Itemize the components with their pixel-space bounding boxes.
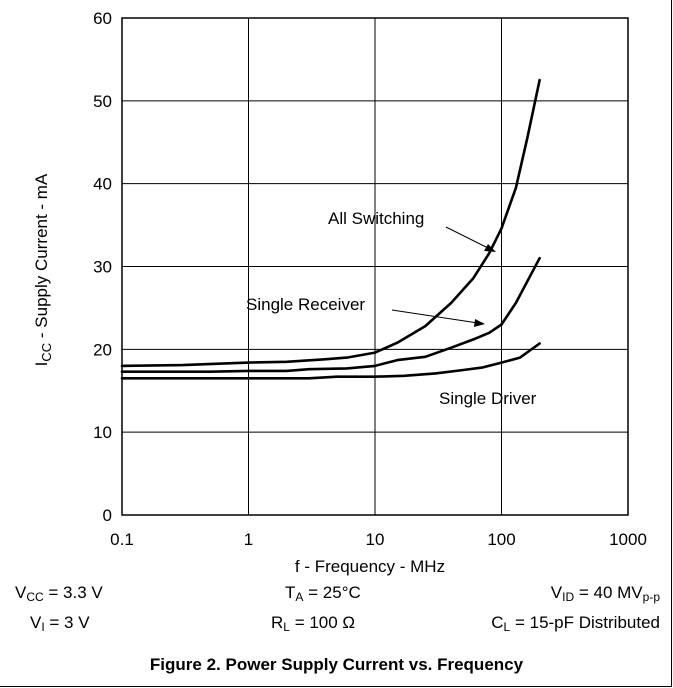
x-tick-label: 0.1 [110, 530, 134, 549]
y-tick-label: 40 [93, 175, 112, 194]
y-tick-label: 0 [103, 506, 112, 525]
grid-lines [122, 18, 628, 515]
y-tick-label: 50 [93, 92, 112, 111]
figure-caption: Figure 2. Power Supply Current vs. Frequ… [149, 655, 524, 674]
plot-area-border [121, 17, 629, 516]
y-tick-label: 60 [93, 9, 112, 28]
y-axis-label-subscript: CC [39, 343, 54, 362]
x-tick-label: 100 [487, 530, 515, 549]
annotation-all-switching: All Switching [328, 209, 424, 228]
series-line-single-receiver [120, 256, 541, 374]
x-tick-label: 1 [244, 530, 253, 549]
x-axis-label: f - Frequency - MHz [295, 557, 445, 576]
x-axis-tick-labels: 0.1 1 10 100 1000 [110, 530, 647, 549]
series-line-single-driver [120, 342, 541, 380]
condition-vid: VID = 40 MVp-p [550, 583, 660, 604]
annotation-all-switching-arrowhead [484, 244, 496, 252]
x-tick-label: 1000 [609, 530, 647, 549]
condition-vcc: VCC = 3.3 V [15, 583, 103, 604]
condition-ta: TA = 25°C [285, 583, 361, 604]
annotation-single-receiver-arrow [391, 309, 479, 324]
chart: 0.1 1 10 100 1000 0 10 20 30 40 50 60 All Switchin… [32, 9, 647, 576]
y-tick-label: 20 [93, 340, 112, 359]
y-axis-label-rest: - Supply Current - mA [32, 173, 51, 343]
annotation-single-receiver: Single Receiver [246, 295, 365, 314]
y-axis-label-main: I [32, 362, 51, 367]
condition-rl: RL = 100 Ω [271, 613, 356, 634]
series-line-all-switching [120, 78, 541, 368]
series-lines [120, 78, 541, 380]
y-axis-label: ICC - Supply Current - mA [32, 173, 54, 366]
annotation-all-switching-arrow [445, 226, 491, 250]
y-axis-tick-labels: 0 10 20 30 40 50 60 [93, 9, 112, 525]
annotations: All Switching Single Receiver Single Dri… [246, 209, 537, 408]
condition-vi: VI = 3 V [30, 613, 90, 634]
annotation-single-driver: Single Driver [439, 389, 537, 408]
y-tick-label: 10 [93, 423, 112, 442]
condition-cl: CL = 15-pF Distributed [491, 613, 660, 634]
x-tick-label: 10 [366, 530, 385, 549]
annotation-single-receiver-arrowhead [474, 319, 485, 327]
y-tick-label: 30 [93, 258, 112, 277]
